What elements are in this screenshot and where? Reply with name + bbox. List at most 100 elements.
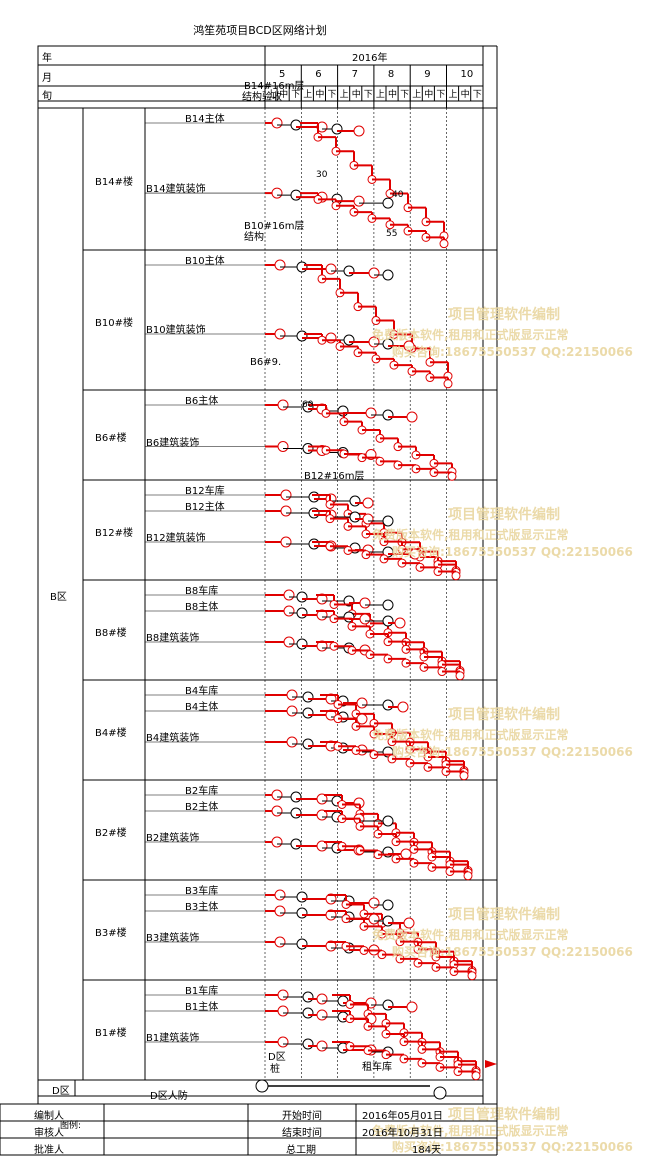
period-header: 中: [460, 90, 470, 100]
task-label: B10主体: [185, 256, 225, 267]
task-label: B6建筑装饰: [146, 437, 200, 449]
b14-annotation: B14#16m层: [244, 81, 305, 92]
building-label: B8#楼: [95, 628, 127, 639]
b10-annotation: B10#16m层: [244, 221, 305, 232]
period-header: 下: [363, 90, 373, 100]
zone-d-label: D区: [52, 1086, 70, 1097]
footer-table: [0, 1103, 498, 1156]
task-label: B2建筑装饰: [146, 833, 200, 844]
b10-annotation-2: 结构: [244, 232, 264, 243]
period-header: 中: [388, 90, 398, 100]
compiled-by-label: 编制人: [34, 1111, 64, 1122]
watermark-line-2: 免费版本软件,租用和正式版显示正常: [372, 328, 569, 342]
period-header: 中: [351, 90, 361, 100]
zone-b-label: B区: [50, 592, 67, 603]
watermark-line-3: 购买咨询:18675550537 QQ:22150066: [392, 945, 633, 959]
task-label: B14主体: [185, 114, 225, 125]
period-header: 上: [412, 90, 422, 100]
duration-total-value: 184天: [412, 1145, 442, 1156]
duration-label: 60: [302, 400, 314, 410]
watermark-line-3: 购买咨询:18675550537 QQ:22150066: [392, 545, 633, 559]
task-label: B1建筑装饰: [146, 1033, 200, 1044]
watermark-line-2: 免费版本软件,租用和正式版显示正常: [372, 728, 569, 742]
watermark-line-2: 免费版本软件,租用和正式版显示正常: [372, 1124, 569, 1138]
d-task-label: D区人防: [150, 1091, 188, 1102]
task-label: B12车库: [185, 486, 225, 497]
reviewed-by-label: 审核人: [34, 1128, 64, 1139]
month-label: 月: [42, 73, 52, 84]
month-header: 9: [424, 69, 431, 80]
task-label: B3车库: [185, 886, 219, 897]
watermark-line-2: 免费版本软件,租用和正式版显示正常: [372, 528, 569, 542]
building-label: B3#楼: [95, 928, 127, 939]
watermark-line-1: 项目管理软件编制: [448, 507, 560, 523]
b14-annotation-2: 结构验收: [242, 92, 282, 103]
task-label: B4车库: [185, 686, 219, 697]
month-header: 6: [315, 69, 322, 80]
period-header: 中: [424, 90, 434, 100]
end-time-label: 结束时间: [282, 1128, 322, 1139]
period-header: 上: [339, 90, 349, 100]
page-title: 鸿笙苑项目BCD区网络计划: [193, 24, 327, 37]
period-header: 下: [291, 90, 301, 100]
watermark-line-1: 项目管理软件编制: [448, 707, 560, 723]
task-label: B8车库: [185, 586, 219, 597]
period-header: 中: [279, 90, 289, 100]
task-label: B4主体: [185, 702, 219, 713]
period-header: 上: [303, 90, 313, 100]
b12-annotation: B12#16m层: [304, 471, 365, 482]
task-label: B8主体: [185, 602, 219, 613]
year-label: 年: [42, 53, 52, 64]
watermark-line-3: 购买咨询:18675550537 QQ:22150066: [392, 745, 633, 759]
duration-label: 55: [386, 229, 398, 239]
period-header: 上: [375, 90, 385, 100]
end-time-value: 2016年10月31日: [362, 1128, 443, 1139]
period-header: 上: [267, 90, 277, 100]
period-header: 下: [327, 90, 337, 100]
d-annotation: D区: [268, 1052, 286, 1063]
approved-by-label: 批准人: [34, 1145, 64, 1156]
task-label: B6主体: [185, 396, 219, 407]
start-time-value: 2016年05月01日: [362, 1111, 443, 1122]
task-label: B1主体: [185, 1002, 219, 1013]
watermark-line-3: 购买咨询:18675550537 QQ:22150066: [392, 1140, 633, 1154]
period-label: 旬: [42, 91, 52, 102]
period-header: 中: [315, 90, 325, 100]
legend-label: 图例:: [60, 1121, 82, 1131]
duration-label: 40: [392, 190, 404, 200]
building-label: B6#楼: [95, 433, 127, 444]
month-header: 8: [387, 69, 395, 80]
duration-label: 30: [316, 170, 328, 180]
period-header: 下: [472, 90, 482, 100]
task-label: B12主体: [185, 502, 225, 513]
period-header: 下: [436, 90, 446, 100]
task-label: B1车库: [185, 986, 219, 997]
building-label: B2#楼: [95, 828, 127, 839]
duration-total-label: 总工期: [286, 1145, 316, 1156]
building-label: B10#楼: [95, 318, 133, 329]
building-label: B4#楼: [95, 728, 127, 739]
year-value: 2016年: [352, 53, 388, 64]
task-label: B3主体: [185, 902, 219, 913]
building-label: B1#楼: [95, 1028, 127, 1039]
task-label: B14建筑装饰: [146, 184, 206, 196]
watermark-line-1: 项目管理软件编制: [448, 1107, 560, 1123]
watermark-line-1: 项目管理软件编制: [448, 907, 560, 923]
building-label: B12#楼: [95, 528, 133, 539]
watermark-line-1: 项目管理软件编制: [448, 307, 560, 323]
period-header: 上: [448, 90, 458, 100]
d-garage-annotation: 租车库: [362, 1062, 392, 1073]
b6-annotation: B6#9.: [250, 357, 282, 368]
task-label: B2主体: [185, 802, 219, 813]
task-label: B2车库: [185, 786, 219, 797]
task-label: B10建筑装饰: [146, 325, 206, 336]
task-label: B4建筑装饰: [146, 733, 200, 744]
start-time-label: 开始时间: [282, 1111, 322, 1122]
building-label: B14#楼: [95, 177, 133, 188]
month-header: 10: [460, 69, 474, 80]
month-header: 7: [351, 69, 358, 80]
watermark-line-2: 免费版本软件,租用和正式版显示正常: [372, 928, 569, 942]
d-annotation-2: 桩: [270, 1064, 280, 1075]
month-header: 5: [279, 69, 286, 80]
